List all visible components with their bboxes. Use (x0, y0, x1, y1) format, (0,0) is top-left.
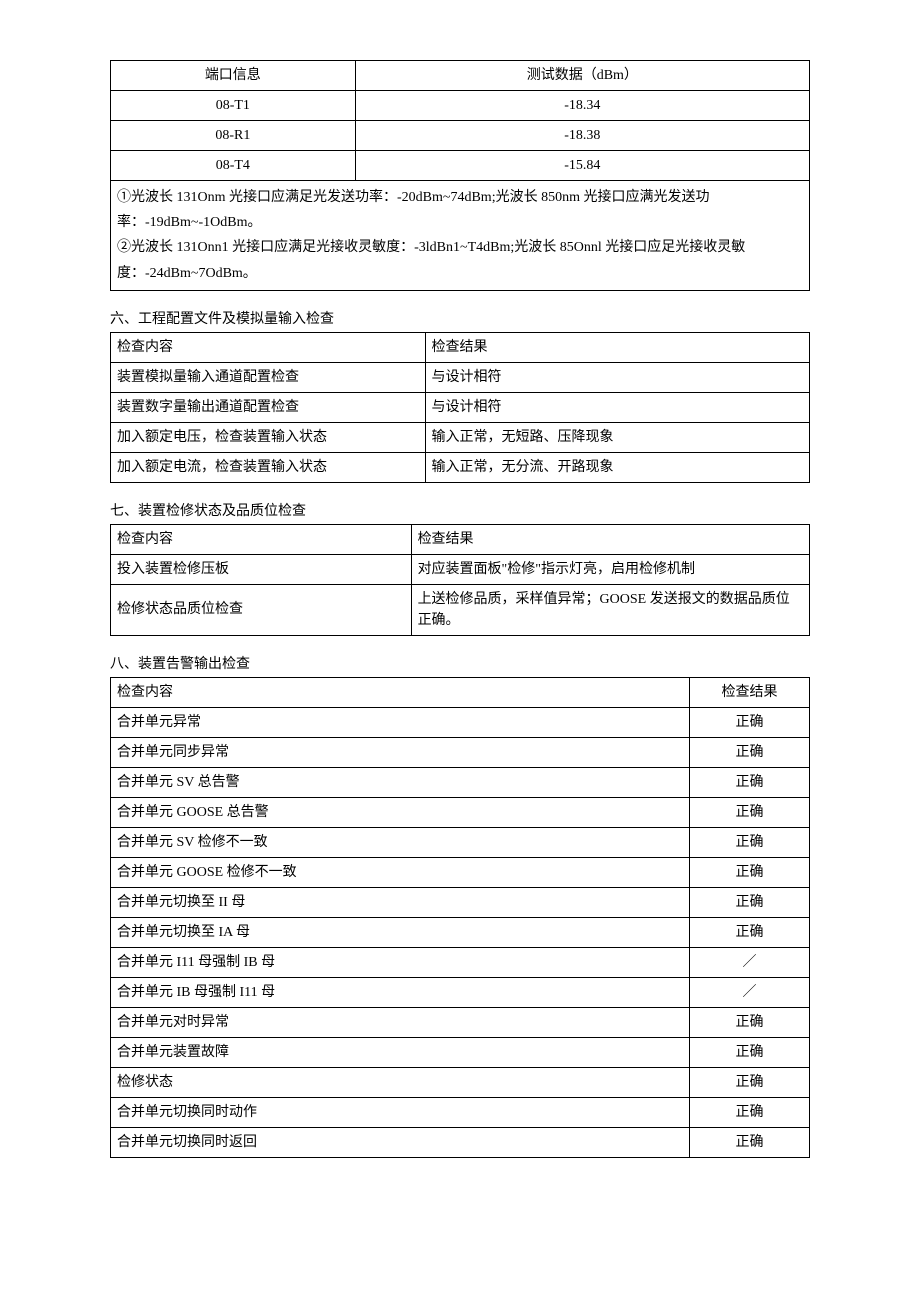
section-6-title: 六、工程配置文件及模拟量输入检查 (110, 309, 810, 330)
table-row: 合并单元 SV 检修不一致正确 (111, 827, 810, 857)
table-row: 加入额定电压，检查装置输入状态 输入正常，无短路、压降现象 (111, 422, 810, 452)
table-row: 检修状态品质位检查 上送检修品质，采样值异常；GOOSE 发送报文的数据品质位正… (111, 584, 810, 635)
table-row: 合并单元切换同时动作正确 (111, 1097, 810, 1127)
cell: 与设计相符 (425, 392, 809, 422)
note-text-2: ②光波长 131Onn1 光接口应满足光接收灵敏度：-3ldBn1~T4dBm;… (117, 235, 803, 285)
cell: -18.38 (355, 121, 809, 151)
table-row: 合并单元 SV 总告警正确 (111, 767, 810, 797)
table-row: 合并单元 I11 母强制 IB 母／ (111, 947, 810, 977)
cell: 合并单元切换至 IA 母 (111, 917, 690, 947)
header-check-content: 检查内容 (111, 677, 690, 707)
cell: 正确 (690, 797, 810, 827)
cell: 正确 (690, 827, 810, 857)
cell: 合并单元异常 (111, 707, 690, 737)
cell: 上送检修品质，采样值异常；GOOSE 发送报文的数据品质位正确。 (411, 584, 809, 635)
table-row: 合并单元异常正确 (111, 707, 810, 737)
port-test-table: 端口信息 测试数据（dBm） 08-T1 -18.34 08-R1 -18.38… (110, 60, 810, 291)
cell: 合并单元切换至 II 母 (111, 887, 690, 917)
table-row: 合并单元 GOOSE 检修不一致正确 (111, 857, 810, 887)
cell: 合并单元同步异常 (111, 737, 690, 767)
cell: ／ (690, 947, 810, 977)
cell: 合并单元对时异常 (111, 1007, 690, 1037)
cell: 合并单元 GOOSE 总告警 (111, 797, 690, 827)
cell: 装置模拟量输入通道配置检查 (111, 362, 426, 392)
section-7-table: 检查内容 检查结果 投入装置检修压板 对应装置面板"检修"指示灯亮，启用检修机制… (110, 524, 810, 636)
cell: 正确 (690, 1127, 810, 1157)
cell: 合并单元切换同时动作 (111, 1097, 690, 1127)
cell: 正确 (690, 737, 810, 767)
cell: 合并单元 SV 检修不一致 (111, 827, 690, 857)
cell: 正确 (690, 1067, 810, 1097)
section-8-table: 检查内容 检查结果 合并单元异常正确 合并单元同步异常正确 合并单元 SV 总告… (110, 677, 810, 1158)
cell: 合并单元装置故障 (111, 1037, 690, 1067)
table-row: 合并单元切换同时返回正确 (111, 1127, 810, 1157)
cell: 对应装置面板"检修"指示灯亮，启用检修机制 (411, 554, 809, 584)
cell: 正确 (690, 1037, 810, 1067)
cell: 加入额定电流，检查装置输入状态 (111, 452, 426, 482)
table-row: 合并单元 IB 母强制 I11 母／ (111, 977, 810, 1007)
cell: 装置数字量输出通道配置检查 (111, 392, 426, 422)
cell: 合并单元 IB 母强制 I11 母 (111, 977, 690, 1007)
cell: 与设计相符 (425, 362, 809, 392)
cell: 输入正常，无短路、压降现象 (425, 422, 809, 452)
cell: 合并单元切换同时返回 (111, 1127, 690, 1157)
cell: 合并单元 GOOSE 检修不一致 (111, 857, 690, 887)
header-check-content: 检查内容 (111, 524, 412, 554)
cell: 正确 (690, 767, 810, 797)
cell: 合并单元 I11 母强制 IB 母 (111, 947, 690, 977)
section-7-title: 七、装置检修状态及品质位检查 (110, 501, 810, 522)
table-row: 08-T1 -18.34 (111, 91, 810, 121)
cell: -15.84 (355, 151, 809, 181)
table-row: 合并单元 GOOSE 总告警正确 (111, 797, 810, 827)
note-cell: ①光波长 131Onm 光接口应满足光发送功率：-20dBm~74dBm;光波长… (111, 181, 810, 291)
cell: 08-T1 (111, 91, 356, 121)
header-testdata: 测试数据（dBm） (355, 61, 809, 91)
table-row: 检修状态正确 (111, 1067, 810, 1097)
header-check-result: 检查结果 (690, 677, 810, 707)
table-row: 装置模拟量输入通道配置检查 与设计相符 (111, 362, 810, 392)
table-row: 合并单元同步异常正确 (111, 737, 810, 767)
table-row: 合并单元切换至 II 母正确 (111, 887, 810, 917)
cell: 加入额定电压，检查装置输入状态 (111, 422, 426, 452)
cell: 合并单元 SV 总告警 (111, 767, 690, 797)
cell: 正确 (690, 1097, 810, 1127)
cell: 检修状态 (111, 1067, 690, 1097)
note-text-1: ①光波长 131Onm 光接口应满足光发送功率：-20dBm~74dBm;光波长… (117, 185, 803, 235)
table-row: 装置数字量输出通道配置检查 与设计相符 (111, 392, 810, 422)
table-row: 合并单元装置故障正确 (111, 1037, 810, 1067)
header-check-result: 检查结果 (425, 332, 809, 362)
table-row: 加入额定电流，检查装置输入状态 输入正常，无分流、开路现象 (111, 452, 810, 482)
table-row: 08-R1 -18.38 (111, 121, 810, 151)
section-6-table: 检查内容 检查结果 装置模拟量输入通道配置检查 与设计相符 装置数字量输出通道配… (110, 332, 810, 483)
header-check-result: 检查结果 (411, 524, 809, 554)
cell: ／ (690, 977, 810, 1007)
cell: 正确 (690, 857, 810, 887)
cell: 正确 (690, 707, 810, 737)
header-port: 端口信息 (111, 61, 356, 91)
note-row: ①光波长 131Onm 光接口应满足光发送功率：-20dBm~74dBm;光波长… (111, 181, 810, 291)
table-row: 合并单元切换至 IA 母正确 (111, 917, 810, 947)
header-check-content: 检查内容 (111, 332, 426, 362)
cell: 输入正常，无分流、开路现象 (425, 452, 809, 482)
cell: 正确 (690, 1007, 810, 1037)
section-8-title: 八、装置告警输出检查 (110, 654, 810, 675)
table-row: 合并单元对时异常正确 (111, 1007, 810, 1037)
cell: 08-R1 (111, 121, 356, 151)
table-row: 投入装置检修压板 对应装置面板"检修"指示灯亮，启用检修机制 (111, 554, 810, 584)
cell: -18.34 (355, 91, 809, 121)
cell: 正确 (690, 887, 810, 917)
cell: 08-T4 (111, 151, 356, 181)
cell: 投入装置检修压板 (111, 554, 412, 584)
cell: 正确 (690, 917, 810, 947)
table-row: 08-T4 -15.84 (111, 151, 810, 181)
cell: 检修状态品质位检查 (111, 584, 412, 635)
